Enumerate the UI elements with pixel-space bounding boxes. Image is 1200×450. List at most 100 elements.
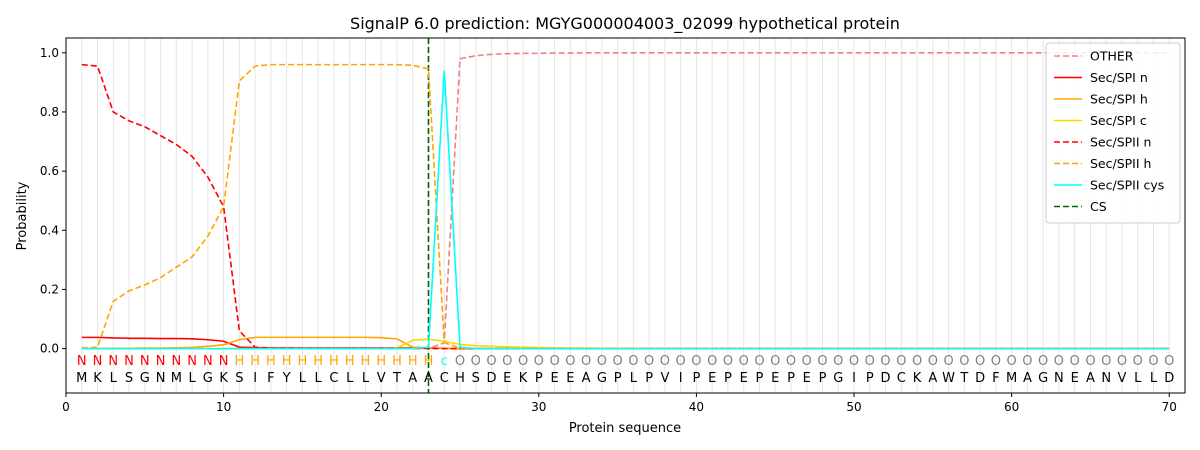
annotation-letter: N — [203, 354, 213, 369]
sequence-letter: S — [125, 371, 133, 386]
sequence-letter: L — [630, 371, 638, 386]
annotation-letter: H — [345, 354, 355, 369]
series-line-0 — [81, 51, 1170, 350]
plot-frame — [65, 37, 1186, 394]
sequence-letter: K — [913, 371, 922, 386]
annotation-letter: O — [975, 354, 985, 369]
annotation-letter: c — [441, 354, 448, 369]
sequence-letter: E — [566, 371, 574, 386]
x-axis-label: Protein sequence — [569, 421, 681, 436]
sequence-letter: I — [679, 371, 683, 386]
sequence-letter: F — [267, 371, 274, 386]
sequence-letter: L — [299, 371, 307, 386]
sequence-letter: G — [140, 371, 150, 386]
annotation-letter: H — [361, 354, 371, 369]
legend-label: OTHER — [1090, 49, 1134, 64]
annotation-letter: H — [376, 354, 386, 369]
sequence-letter: L — [362, 371, 370, 386]
sequence-letter: E — [550, 371, 558, 386]
annotation-letter: N — [93, 354, 103, 369]
annotation-letter: N — [77, 354, 87, 369]
annotation-letter: O — [1007, 354, 1017, 369]
annotation-letter: O — [644, 354, 654, 369]
sequence-letter: M — [76, 371, 87, 386]
sequence-letter: E — [771, 371, 779, 386]
annotation-letter: O — [786, 354, 796, 369]
annotation-letter: O — [1054, 354, 1064, 369]
sequence-letter: E — [708, 371, 716, 386]
legend-label: Sec/SPII h — [1090, 156, 1151, 171]
x-tick-label: 0 — [62, 400, 70, 414]
annotation-letter: O — [486, 354, 496, 369]
y-tick-label: 0.6 — [40, 164, 59, 178]
x-tick-label: 50 — [846, 400, 861, 414]
annotation-letter: O — [849, 354, 859, 369]
annotation-letter: O — [455, 354, 465, 369]
annotation-letter: O — [928, 354, 938, 369]
x-tick-label: 10 — [216, 400, 231, 414]
annotation-letter: H — [424, 354, 434, 369]
sequence-letter: V — [660, 371, 669, 386]
x-tick-label: 30 — [531, 400, 546, 414]
y-tick-label: 0.0 — [40, 342, 59, 356]
annotation-letter: O — [1022, 354, 1032, 369]
sequence-letter: C — [440, 371, 449, 386]
annotation-letter: O — [1133, 354, 1143, 369]
legend-label: Sec/SPI c — [1090, 113, 1147, 128]
sequence-letter: C — [329, 371, 338, 386]
legend: OTHER Sec/SPI n Sec/SPI h Sec/SPI c Sec/SPII… — [1045, 42, 1181, 224]
annotation-letter: O — [802, 354, 812, 369]
sequence-letter: V — [377, 371, 386, 386]
series-line-6 — [81, 70, 1170, 350]
x-tick-label: 40 — [689, 400, 704, 414]
annotation-letter: O — [912, 354, 922, 369]
annotation-letter: H — [282, 354, 292, 369]
annotation-letter: O — [581, 354, 591, 369]
sequence-letter: P — [693, 371, 701, 386]
annotation-letter: O — [754, 354, 764, 369]
sequence-letter: L — [1150, 371, 1158, 386]
annotation-letter: O — [1070, 354, 1080, 369]
sequence-letter: L — [315, 371, 323, 386]
sequence-letter: A — [424, 371, 433, 386]
annotation-letter: O — [471, 354, 481, 369]
annotation-letter: O — [707, 354, 717, 369]
annotation-letter: O — [597, 354, 607, 369]
sequence-letter: M — [171, 371, 182, 386]
sequence-letter: N — [1101, 371, 1111, 386]
sequence-letter: P — [819, 371, 827, 386]
sequence-letter: D — [881, 371, 891, 386]
legend-label: Sec/SPII n — [1090, 135, 1151, 150]
x-tick-label: 60 — [1004, 400, 1019, 414]
sequence-letter: W — [942, 371, 955, 386]
annotation-letter: O — [1164, 354, 1174, 369]
sequence-letter: P — [787, 371, 795, 386]
annotation-letter: O — [660, 354, 670, 369]
sequence-letter: A — [1086, 371, 1095, 386]
legend-label: Sec/SPII cys — [1090, 178, 1164, 193]
annotation-letter: O — [865, 354, 875, 369]
sequence-letter: P — [645, 371, 653, 386]
sequence-letter: K — [93, 371, 102, 386]
sequence-letter: G — [597, 371, 607, 386]
annotation-letter: O — [502, 354, 512, 369]
sequence-letter: D — [1164, 371, 1174, 386]
annotation-letter: O — [817, 354, 827, 369]
axis-ticks: 0 10 20 30 40 50 60 70 0.0 0.2 0.4 0.6 0.8 1.0 — [40, 46, 1177, 414]
annotation-letter: H — [266, 354, 276, 369]
annotation-letter: H — [234, 354, 244, 369]
sequence-letter: Y — [282, 371, 291, 386]
sequence-letter: P — [614, 371, 622, 386]
annotation-letter: O — [833, 354, 843, 369]
annotation-letter: O — [723, 354, 733, 369]
annotation-letter: H — [408, 354, 418, 369]
annotation-letter: O — [1117, 354, 1127, 369]
y-tick-label: 0.2 — [40, 282, 59, 296]
y-tick-label: 1.0 — [40, 46, 59, 60]
sequence-letter: E — [740, 371, 748, 386]
annotation-letter: O — [518, 354, 528, 369]
sequence-letter: A — [408, 371, 417, 386]
sequence-letter: A — [928, 371, 937, 386]
